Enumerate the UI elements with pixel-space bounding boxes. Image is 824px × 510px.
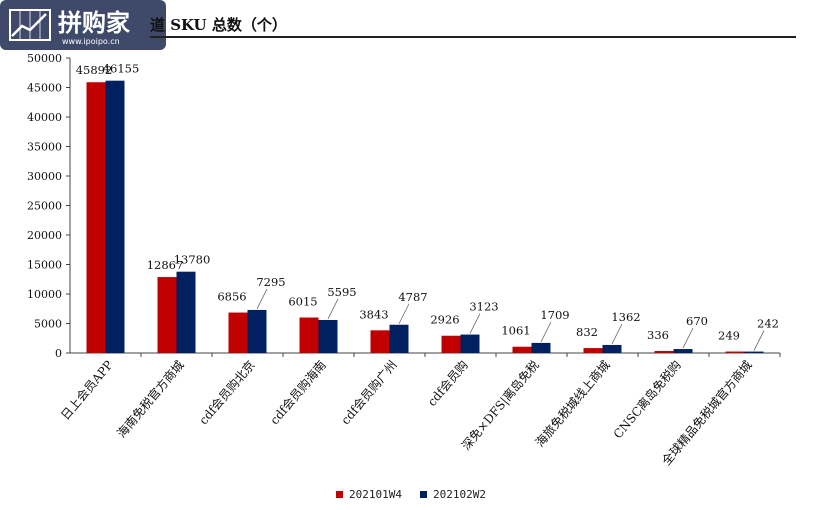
data-label: 13780 <box>174 253 211 267</box>
legend-swatch-s2 <box>419 491 427 498</box>
legend-swatch-s1 <box>336 491 343 498</box>
bar-2 <box>247 309 267 353</box>
y-tick-label: 5000 <box>34 318 62 331</box>
y-tick-label: 45000 <box>27 82 62 95</box>
chart-title: 道 SKU 总数（个） <box>150 16 287 34</box>
title-rule <box>150 36 796 38</box>
y-tick-label: 40000 <box>27 111 62 124</box>
data-label: 1061 <box>501 324 530 338</box>
data-label: 45892 <box>76 63 113 77</box>
y-tick-label: 15000 <box>27 259 62 272</box>
bar-2 <box>460 334 480 353</box>
logo-url: www.ipoipo.cn <box>62 37 120 46</box>
y-tick-label: 0 <box>55 347 62 360</box>
bar-1 <box>228 312 248 353</box>
x-tick-label: cdf会员购海南 <box>267 357 329 427</box>
bar-1 <box>299 317 319 353</box>
data-label-leader <box>682 327 694 349</box>
bar-1 <box>725 351 745 353</box>
data-label: 12867 <box>147 258 184 272</box>
y-tick-label: 50000 <box>27 52 62 65</box>
chart-legend: 202101W4 202102W2 <box>336 488 486 501</box>
data-label: 2926 <box>430 313 459 327</box>
data-label-leader <box>327 298 339 320</box>
x-tick-label: 海旅免税城线上商城 <box>532 357 613 449</box>
data-label: 46155 <box>103 62 140 76</box>
y-tick-label: 35000 <box>27 141 62 154</box>
x-tick-label: 日上会员APP <box>58 358 116 423</box>
data-label-leader <box>398 303 410 324</box>
bar-1 <box>86 82 106 354</box>
logo-text: 拼购家 <box>58 9 130 37</box>
bar-1 <box>370 330 390 353</box>
x-tick-label: 深免×DFS|离岛免税 <box>458 357 542 453</box>
data-label: 670 <box>686 314 708 328</box>
chart-logo-icon <box>9 9 51 41</box>
bar-1 <box>157 277 177 353</box>
bar-2 <box>531 342 551 353</box>
bar-1 <box>654 351 674 353</box>
legend-label-s1: 202101W4 <box>349 488 402 501</box>
data-label: 832 <box>576 325 598 339</box>
data-label: 4787 <box>398 290 427 304</box>
y-tick-label: 30000 <box>27 170 62 183</box>
bar-2 <box>389 324 409 353</box>
y-tick-label: 20000 <box>27 229 62 242</box>
x-tick-label: 海南免税官方商城 <box>114 357 187 440</box>
data-label: 6015 <box>288 295 317 309</box>
data-label: 5595 <box>327 285 356 299</box>
bar-1 <box>512 346 532 353</box>
x-tick-label: cdf会员购广州 <box>338 357 400 427</box>
data-label-leader <box>753 330 765 351</box>
bar-2 <box>176 271 196 353</box>
data-label-leader <box>469 313 481 334</box>
bar-2 <box>673 349 693 353</box>
data-label: 6856 <box>217 290 246 304</box>
data-label: 242 <box>757 317 779 331</box>
data-label-leader <box>256 288 268 310</box>
bar-1 <box>441 335 461 353</box>
data-label: 336 <box>647 328 669 342</box>
data-label-leader <box>611 323 623 345</box>
data-label-leader <box>540 321 552 343</box>
data-label: 3123 <box>469 300 498 314</box>
x-tick-label: CNSC离岛免税购 <box>610 357 684 441</box>
data-label: 1362 <box>611 310 640 324</box>
bar-1 <box>583 348 603 353</box>
bar-2 <box>318 319 338 353</box>
x-tick-label: cdf会员购北京 <box>196 357 258 427</box>
y-tick-label: 25000 <box>27 200 62 213</box>
data-label: 3843 <box>359 307 388 321</box>
x-tick-label: cdf会员购 <box>424 357 471 409</box>
ipoipo-logo: 拼购家 www.ipoipo.cn <box>0 0 166 50</box>
y-tick-label: 10000 <box>27 288 62 301</box>
bar-2 <box>602 344 622 353</box>
data-label: 1709 <box>540 308 569 322</box>
legend-label-s2: 202102W2 <box>432 488 486 501</box>
bar-2 <box>105 80 125 354</box>
data-label: 249 <box>718 329 740 343</box>
data-label: 7295 <box>256 275 285 289</box>
bar-2 <box>744 351 764 353</box>
